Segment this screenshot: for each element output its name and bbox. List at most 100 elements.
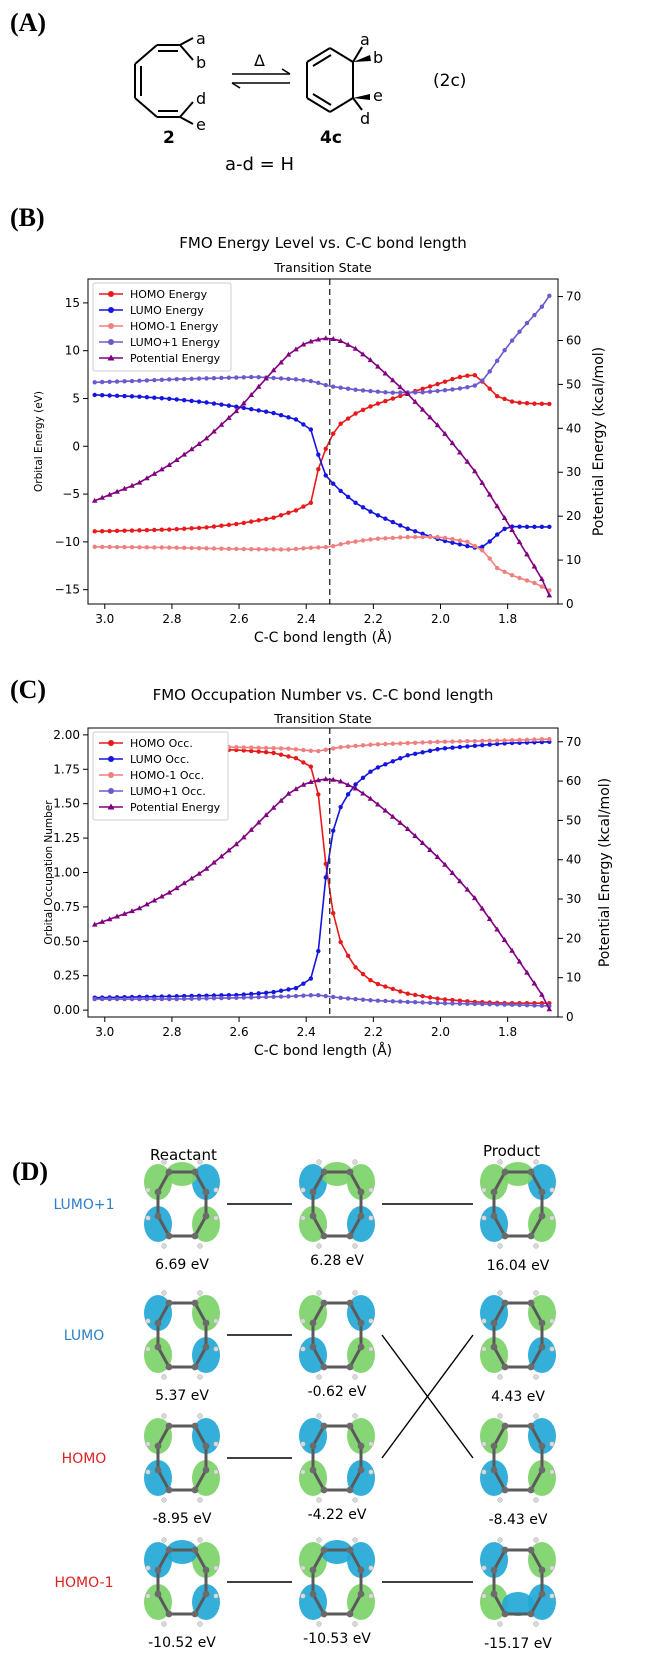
chart-b-xtick-label: 1.8 [498, 612, 517, 626]
chart-c-point [249, 745, 254, 750]
chart-b-point [174, 377, 179, 382]
chart-c-point [487, 1002, 492, 1007]
chart-c-point [435, 996, 440, 1001]
chart-c-point [106, 916, 113, 922]
chart-b-point [219, 546, 224, 551]
hydrogen-atom [300, 1318, 306, 1324]
chart-b-point [450, 540, 455, 545]
orbital-2-1 [299, 1413, 375, 1503]
chart-c-legend-label: Potential Energy [130, 801, 221, 814]
orbital-lobe [528, 1542, 556, 1578]
carbon-atom [202, 1466, 210, 1474]
chart-b-point [509, 338, 515, 343]
hydrogen-atom [497, 1413, 503, 1419]
chart-b-point [427, 414, 433, 420]
chart-b-xtick-label: 3.0 [95, 612, 114, 626]
chart-b-point [390, 377, 396, 383]
chart-c-point [398, 999, 403, 1004]
chart-b-point [240, 400, 247, 406]
carbon-atom [202, 1590, 210, 1598]
chart-c-point [420, 740, 425, 745]
hydrogen-atom [352, 1290, 358, 1296]
carbon-atom [165, 1422, 173, 1430]
chart-b-point [524, 401, 530, 406]
chart-b-point [353, 411, 358, 416]
chart-c-point [316, 748, 321, 754]
hydrogen-atom [497, 1243, 503, 1249]
chart-c-point [457, 878, 463, 884]
chart-b-point [398, 393, 403, 399]
carbon-atom [346, 1422, 354, 1430]
chart-c-legend-label: LUMO Occ. [130, 753, 190, 766]
chart-b-point [152, 527, 157, 533]
chart-c-point [331, 994, 336, 1000]
chart-b-legend-box [92, 282, 232, 372]
chart-c-point [263, 990, 269, 995]
hydrogen-atom [368, 1565, 374, 1571]
orbital-lobe [480, 1206, 508, 1242]
chart-c-point [398, 989, 403, 994]
chart-c-ylabel: Orbital Occupation Number [43, 800, 55, 945]
chart-c-point [322, 776, 329, 782]
orbital-lobe [502, 1162, 534, 1186]
chart-b-point [398, 390, 403, 395]
chart-c-xtick-label: 2.2 [364, 1025, 383, 1039]
chart-b-point [144, 545, 150, 550]
chart-c-legend-marker [108, 772, 114, 778]
chart-b-point [234, 521, 239, 527]
chart-b-point [345, 386, 351, 391]
chart-b-point [487, 369, 492, 374]
carbon-atom [357, 1590, 365, 1598]
chart-b-point [450, 376, 455, 382]
chart-c-frame [87, 727, 559, 1018]
hydrogen-atom [316, 1537, 322, 1543]
hydrogen-atom [549, 1441, 555, 1447]
chart-b-point [144, 378, 150, 383]
chart-b-point [450, 537, 455, 542]
chart-b-point [390, 390, 396, 395]
chart-c-point [390, 986, 396, 992]
hydrogen-atom [316, 1621, 322, 1627]
hydrogen-atom [197, 1413, 203, 1419]
carbon-atom [191, 1422, 199, 1430]
chart-c-ytick-right-label: 50 [566, 813, 581, 827]
energy-2-2: -8.43 eV [489, 1512, 548, 1528]
hydrogen-atom [145, 1318, 151, 1324]
molecule-skeleton [156, 1301, 208, 1369]
hydrogen-atom [368, 1593, 374, 1599]
chart-b-point [524, 524, 530, 529]
carbon-atom [191, 1299, 199, 1307]
chart-c-point [352, 785, 359, 791]
chart-b-point [278, 513, 284, 518]
hydrogen-atom [213, 1469, 219, 1475]
chart-c-point [278, 994, 284, 999]
carbon-atom [538, 1466, 546, 1474]
molecule-skeleton [156, 1424, 208, 1492]
chart-b-point [226, 522, 232, 528]
chart-b-point [129, 528, 135, 533]
chart-b-point [501, 515, 508, 521]
chart-c-point [368, 998, 373, 1003]
chart-b-point [204, 525, 209, 530]
panel-d-letter: (D) [12, 1157, 49, 1186]
hydrogen-atom [161, 1413, 167, 1419]
hydrogen-atom [197, 1243, 203, 1249]
chart-b-point [442, 535, 448, 541]
chart-b-point [368, 404, 373, 409]
chart-c-point [502, 738, 507, 743]
chart-c-point [263, 812, 269, 818]
chart-c-point [546, 1006, 553, 1012]
product-structure [306, 46, 363, 113]
hydrogen-atom [213, 1565, 219, 1571]
label-b-left: b [196, 53, 206, 72]
hydrogen-atom [533, 1621, 539, 1627]
chart-c-point [375, 742, 381, 747]
chart-b-point [107, 393, 112, 398]
chart-b-point [465, 539, 470, 545]
chart-c-point [383, 984, 388, 989]
chart-c-point [449, 870, 456, 876]
chart-b-point [524, 551, 530, 557]
chart-b-point [293, 417, 299, 422]
orbital-lobe [347, 1164, 375, 1200]
chart-c-point [255, 819, 262, 825]
